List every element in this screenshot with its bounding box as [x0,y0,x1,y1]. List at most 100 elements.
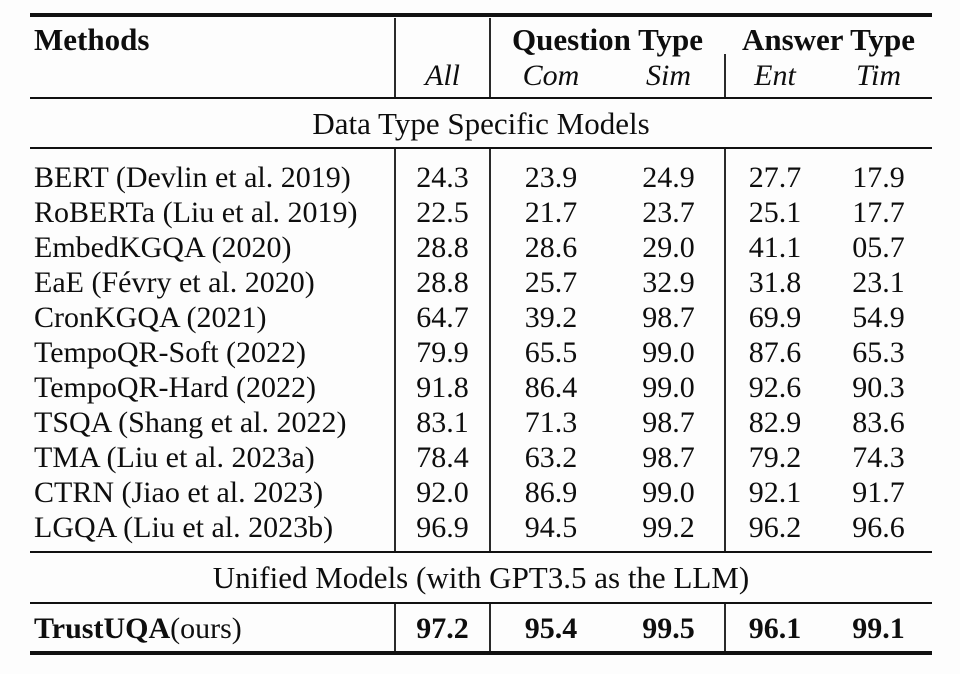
table-row-trustuqa: TrustUQA(ours) 97.2 95.4 99.5 96.1 99.1 [30,606,932,651]
cell-value: 99.5 [642,612,695,645]
cell-value: 99.0 [642,336,695,369]
cell-value: 64.7 [416,301,469,334]
cell-value: 98.7 [642,301,695,334]
cell-value: 24.9 [642,161,695,194]
cell-value: 86.4 [524,371,578,404]
rule-above-section2 [30,551,932,553]
cell-value: 99.2 [642,511,695,544]
cell-value: 17.7 [852,196,905,229]
rule-top [30,13,932,17]
table-row: TempoQR-Hard (2022) 91.8 86.4 99.0 92.6 90.3 [30,370,932,405]
table-body: BERT (Devlin et al. 2019) 24.3 23.9 24.9 27.… [30,160,932,545]
cell-value: 97.2 [416,612,469,645]
table-header-row-groups: Methods Question Type Answer Type [30,22,932,58]
divider-methods-all-header [394,18,396,97]
cell-value: 21.7 [524,196,578,229]
cell-value: 71.3 [524,406,578,439]
cell-method: BERT (Devlin et al. 2019) [34,161,351,194]
cell-value: 98.7 [642,441,695,474]
cell-value: 29.0 [642,231,695,264]
tim-column-header: Tim [855,59,902,92]
cell-value: 92.1 [748,476,802,509]
cell-method: TempoQR-Hard (2022) [34,371,316,404]
question-type-group-header: Question Type [512,22,703,57]
table-row: TSQA (Shang et al. 2022) 83.1 71.3 98.7 82.9… [30,405,932,440]
cell-value: 65.3 [852,336,905,369]
cell-value: 25.1 [748,196,802,229]
cell-value: 17.9 [852,161,905,194]
cell-value: 23.1 [852,266,905,299]
cell-value: 87.6 [748,336,802,369]
cell-value: 94.5 [524,511,578,544]
divider-all-com-body [489,149,491,551]
divider-sim-ent-header [724,54,726,97]
cell-method: RoBERTa (Liu et al. 2019) [34,196,358,229]
table-row: LGQA (Liu et al. 2023b) 96.9 94.5 99.2 96.2 9… [30,510,932,545]
cell-value: 25.7 [524,266,578,299]
rule-bottom [30,651,932,655]
answer-type-group-header: Answer Type [741,22,916,57]
cell-value: 27.7 [748,161,802,194]
table-row: EmbedKGQA (2020) 28.8 28.6 29.0 41.1 05.7 [30,230,932,265]
cell-value: 31.8 [748,266,802,299]
cell-value: 78.4 [416,441,469,474]
table-row: BERT (Devlin et al. 2019) 24.3 23.9 24.9 27.… [30,160,932,195]
table-row: RoBERTa (Liu et al. 2019) 22.5 21.7 23.7 25.… [30,195,932,230]
all-column-header: All [425,59,460,92]
rule-below-header [30,97,932,99]
divider-all-com-header [489,18,491,97]
table-row: TempoQR-Soft (2022) 79.9 65.5 99.0 87.6 65.3 [30,335,932,370]
cell-value: 96.6 [852,511,905,544]
cell-value: 28.8 [416,231,469,264]
cell-method: CTRN (Jiao et al. 2023) [34,476,324,509]
cell-value: 91.7 [852,476,905,509]
cell-value: 69.9 [748,301,802,334]
com-column-header: Com [522,59,580,92]
cell-method: EaE (Févry et al. 2020) [34,266,315,299]
cell-value: 28.6 [524,231,578,264]
cell-value: 96.1 [748,612,802,645]
cell-value: 39.2 [524,301,578,334]
rule-below-section1 [30,147,932,149]
ent-column-header: Ent [754,59,796,92]
cell-value: 98.7 [642,406,695,439]
table-row: EaE (Févry et al. 2020) 28.8 25.7 32.9 31.8 2… [30,265,932,300]
divider-methods-all-final [394,604,396,651]
cell-value: 99.1 [852,612,905,645]
cell-value: 96.9 [416,511,469,544]
cell-value: 95.4 [524,612,578,645]
cell-value: 54.9 [852,301,905,334]
cell-method: TrustUQA(ours) [30,606,395,651]
rule-below-section2 [30,602,932,604]
table-row: CTRN (Jiao et al. 2023) 92.0 86.9 99.0 92.1 9… [30,475,932,510]
cell-method: LGQA (Liu et al. 2023b) [34,511,334,544]
cell-value: 74.3 [852,441,905,474]
methods-column-header: Methods [34,22,150,57]
section-title-unified-models: Unified Models (with GPT3.5 as the LLM) [212,560,750,595]
divider-all-com-final [489,604,491,651]
all-group-spacer [395,22,490,58]
cell-value: 23.9 [524,161,578,194]
cell-value: 82.9 [748,406,802,439]
trustuqa-name: TrustUQA [34,612,171,645]
cell-value: 83.1 [416,406,469,439]
cell-method: CronKGQA (2021) [34,301,267,334]
cell-value: 99.0 [642,371,695,404]
table-row: TMA (Liu et al. 2023a) 78.4 63.2 98.7 79.2 74… [30,440,932,475]
cell-value: 86.9 [524,476,578,509]
cell-value: 22.5 [416,196,469,229]
cell-value: 79.2 [748,441,802,474]
cell-value: 32.9 [642,266,695,299]
divider-methods-all-body [394,149,396,551]
cell-value: 41.1 [748,231,802,264]
divider-sim-ent-body [724,149,726,551]
table-row: CronKGQA (2021) 64.7 39.2 98.7 69.9 54.9 [30,300,932,335]
cell-method: TSQA (Shang et al. 2022) [34,406,347,439]
cell-value: 92.6 [748,371,802,404]
cell-value: 92.0 [416,476,469,509]
cell-value: 23.7 [642,196,695,229]
trustuqa-ours-suffix: (ours) [170,612,242,645]
cell-value: 90.3 [852,371,905,404]
cell-value: 28.8 [416,266,469,299]
